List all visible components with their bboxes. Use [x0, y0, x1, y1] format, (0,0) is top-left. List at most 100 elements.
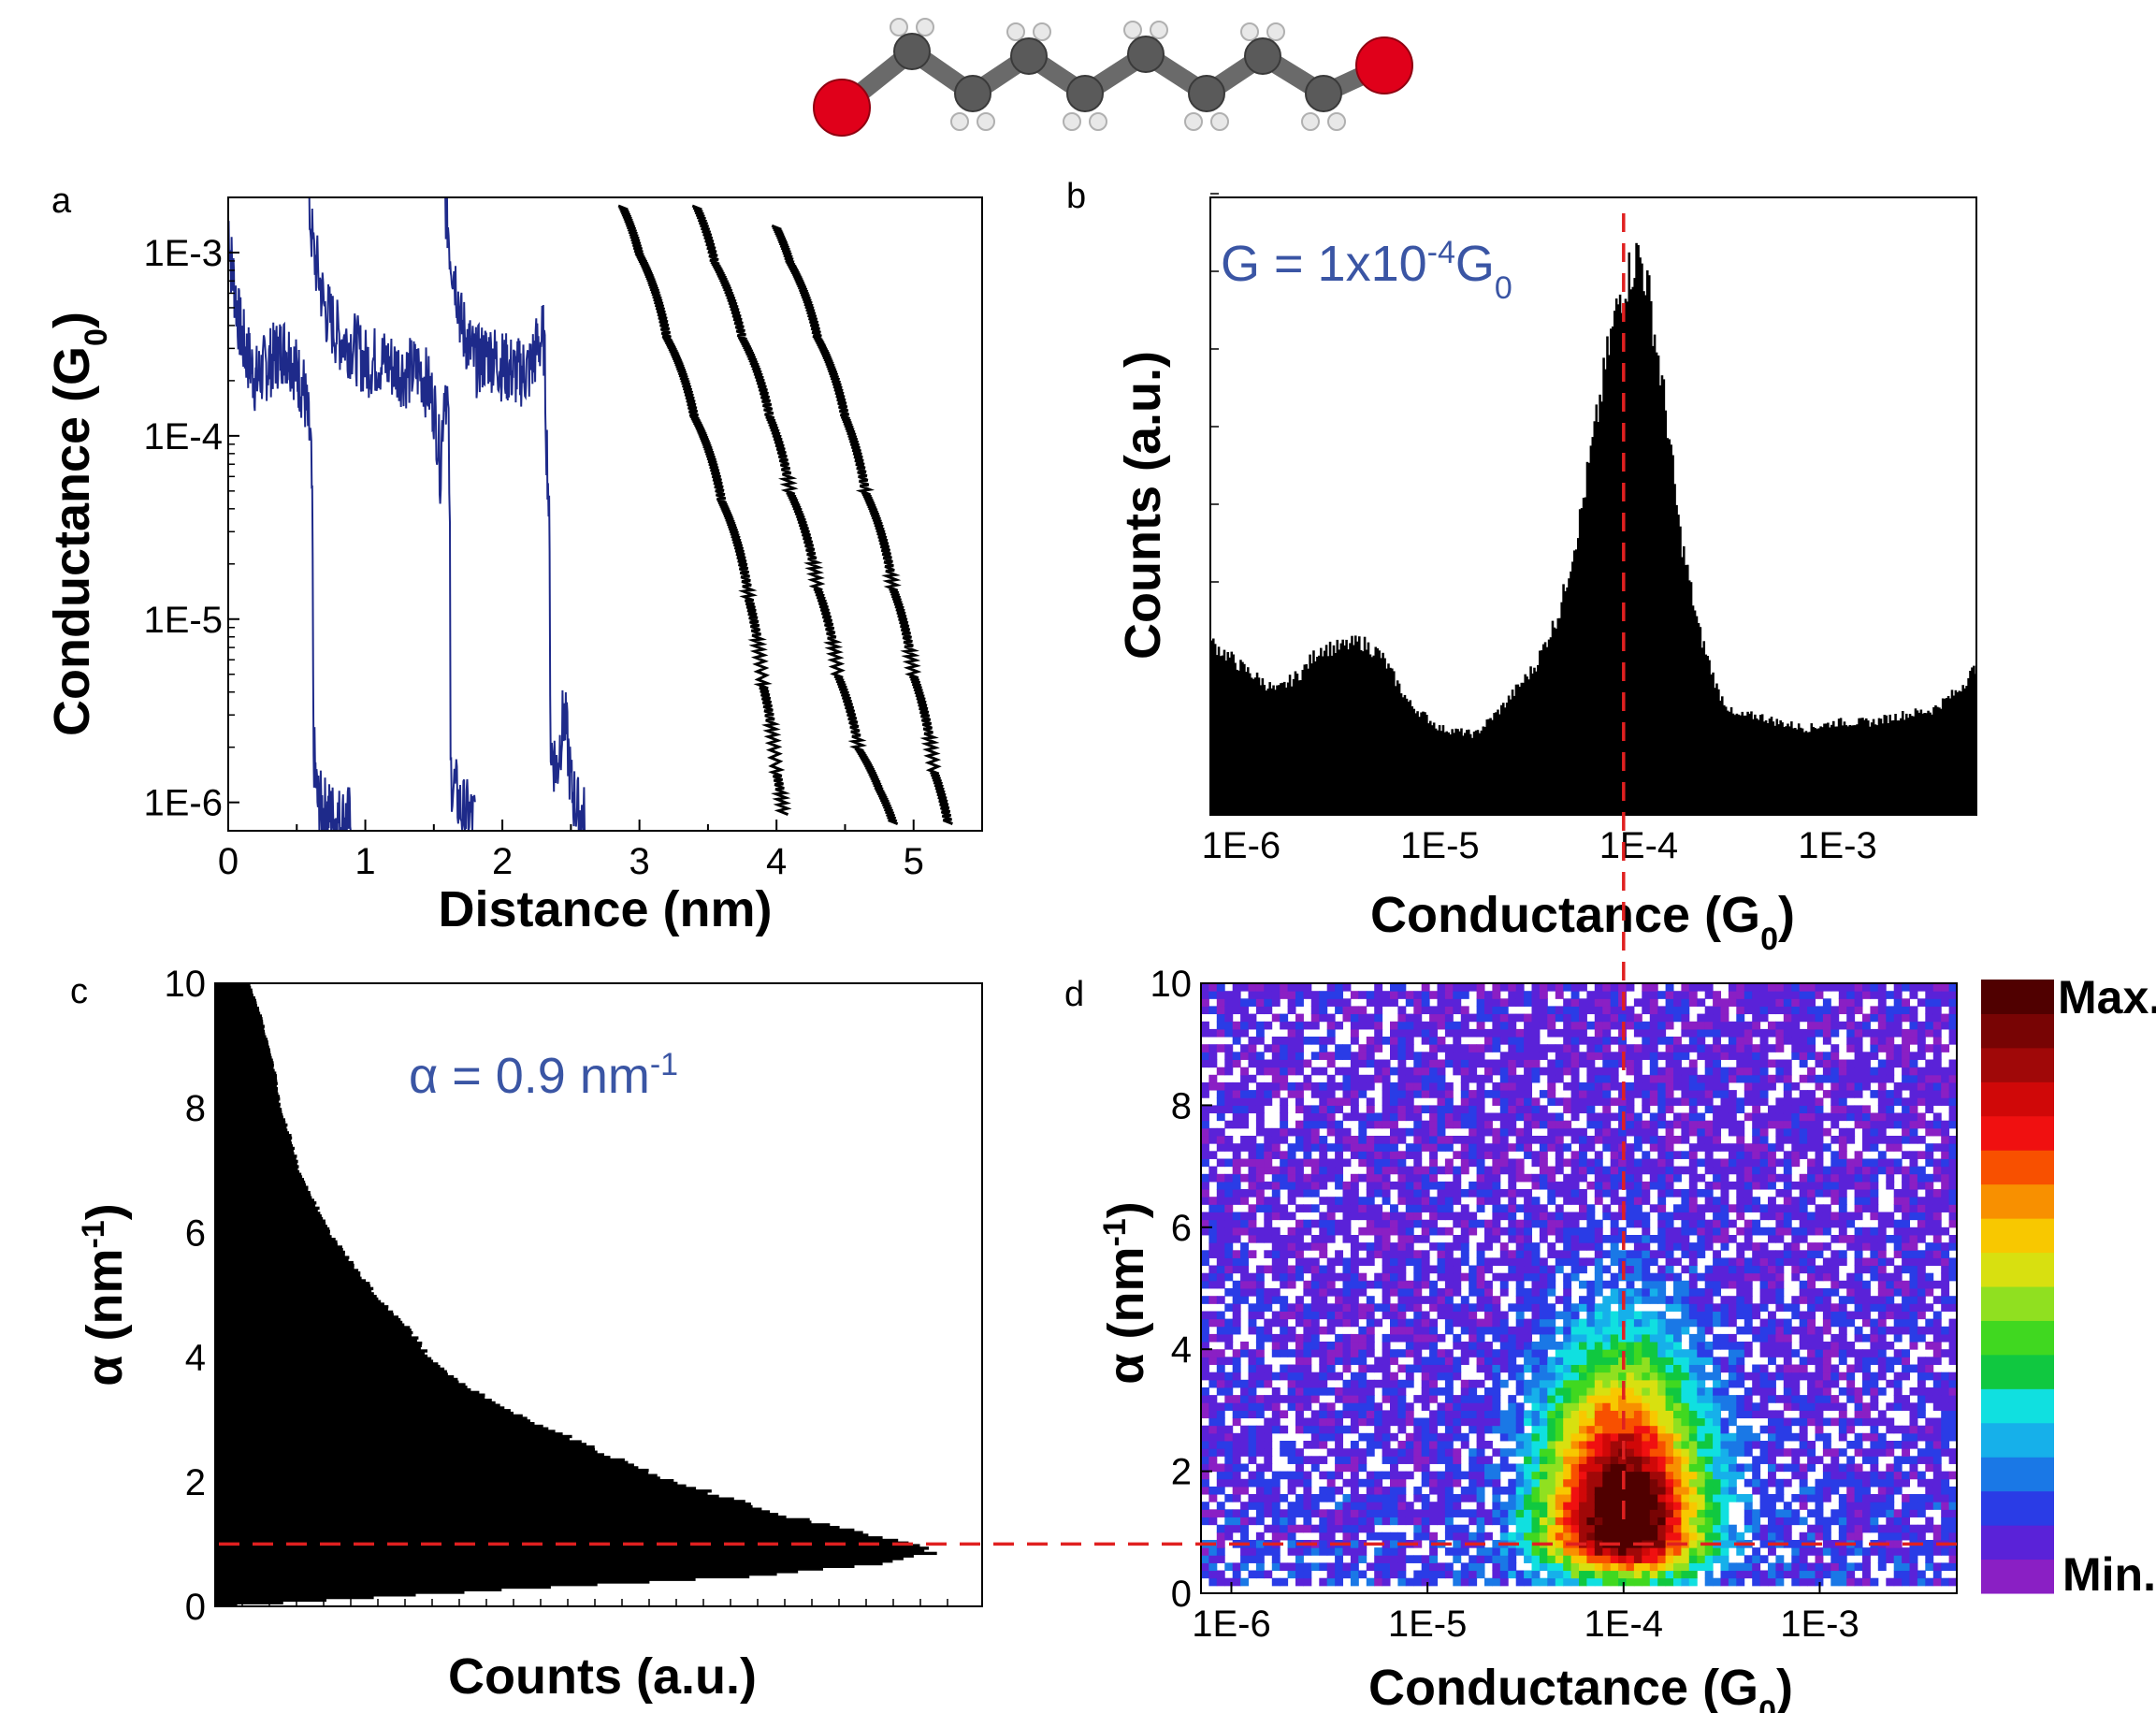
- heatmap-cell: [1280, 1021, 1289, 1030]
- heatmap-cell: [1216, 1173, 1225, 1183]
- heatmap-cell: [1405, 1517, 1414, 1526]
- heatmap-cell: [1586, 1402, 1596, 1411]
- histogram-bar: [1905, 713, 1908, 815]
- heatmap-cell: [1673, 1502, 1682, 1510]
- histogram-bar: [215, 1229, 330, 1233]
- heatmap-cell: [1602, 1303, 1612, 1312]
- heatmap-cell: [1366, 1387, 1375, 1396]
- heatmap-cell: [1264, 991, 1273, 999]
- heatmap-cell: [1382, 1242, 1391, 1251]
- heatmap-cell: [1310, 1318, 1320, 1328]
- heatmap-cell: [1264, 1181, 1273, 1190]
- histogram-bar: [1324, 645, 1328, 815]
- heatmap-cell: [1586, 1296, 1596, 1304]
- heatmap-cell: [1437, 1059, 1446, 1068]
- heatmap-cell: [1492, 1486, 1501, 1495]
- heatmap-cell: [1508, 1494, 1517, 1503]
- heatmap-cell: [1492, 998, 1501, 1007]
- histogram-bar: [1719, 700, 1722, 815]
- heatmap-cell: [1255, 1463, 1265, 1473]
- heatmap-cell: [1460, 1105, 1469, 1114]
- heatmap-cell: [1563, 1486, 1572, 1495]
- histogram-bar: [1549, 637, 1553, 815]
- heatmap-cell: [1335, 1432, 1344, 1442]
- heatmap-cell: [1547, 1532, 1556, 1541]
- heatmap-cell: [1610, 1242, 1619, 1251]
- heatmap-cell: [1201, 1021, 1209, 1030]
- heatmap-cell: [1310, 1547, 1320, 1556]
- heatmap-cell: [1508, 1044, 1517, 1052]
- heatmap-cell: [1421, 1577, 1430, 1587]
- heatmap-cell: [1524, 1441, 1533, 1449]
- heatmap-cell: [1303, 1364, 1312, 1373]
- heatmap-cell: [1626, 1120, 1635, 1129]
- heatmap-cell: [1460, 1136, 1469, 1144]
- heatmap-cell: [1469, 1379, 1478, 1388]
- heatmap-cell: [1555, 1517, 1564, 1526]
- heatmap-cell: [1397, 1052, 1407, 1060]
- heatmap-cell: [1499, 1105, 1509, 1114]
- heatmap-cell: [1524, 1540, 1533, 1548]
- heatmap-cell: [1626, 1562, 1635, 1572]
- heatmap-cell: [1484, 1532, 1493, 1541]
- heatmap-cell: [1350, 1173, 1359, 1183]
- heatmap-cell: [1397, 1326, 1407, 1335]
- heatmap-cell: [1287, 1333, 1296, 1343]
- histogram-bar: [1706, 656, 1709, 815]
- histogram-bar: [1906, 718, 1910, 815]
- histogram-bar: [215, 1305, 389, 1309]
- heatmap-cell: [1382, 1333, 1391, 1343]
- heatmap-cell: [1374, 1509, 1383, 1517]
- histogram-bar: [1338, 649, 1341, 815]
- heatmap-cell: [1429, 1143, 1439, 1152]
- heatmap-cell: [1240, 1410, 1250, 1419]
- heatmap-cell: [1570, 1555, 1580, 1563]
- heatmap-cell: [1405, 1044, 1414, 1052]
- heatmap-cell: [1508, 1532, 1517, 1541]
- heatmap-cell: [1633, 1379, 1642, 1388]
- heatmap-cell: [1469, 1044, 1478, 1052]
- heatmap-cell: [1642, 1333, 1651, 1343]
- heatmap-cell: [1626, 1509, 1635, 1517]
- heatmap-cell: [1633, 998, 1642, 1007]
- heatmap-cell: [1453, 1112, 1462, 1122]
- heatmap-cell: [1382, 1532, 1391, 1541]
- histogram-bar: [1762, 721, 1766, 815]
- histogram-bar: [215, 1503, 751, 1506]
- heatmap-cell: [1688, 1349, 1698, 1357]
- heatmap-cell: [1201, 1105, 1209, 1114]
- hydrogen-atom: [1266, 22, 1285, 41]
- heatmap-cell: [1429, 1127, 1439, 1137]
- histogram-bar: [1867, 720, 1870, 815]
- heatmap-cell: [1524, 1257, 1533, 1267]
- heatmap-cell: [1326, 1227, 1336, 1236]
- heatmap-cell: [1610, 983, 1619, 992]
- heatmap-cell: [1255, 1006, 1265, 1015]
- heatmap-cell: [1547, 1463, 1556, 1473]
- heatmap-cell: [1248, 1494, 1257, 1503]
- heatmap-cell: [1350, 1379, 1359, 1388]
- heatmap-cell: [1531, 1432, 1541, 1442]
- heatmap-cell: [1484, 1395, 1493, 1403]
- heatmap-cell: [1460, 991, 1469, 999]
- heatmap-cell: [1366, 1303, 1375, 1312]
- heatmap-cell: [1515, 1333, 1525, 1343]
- heatmap-cell: [1287, 1242, 1296, 1251]
- histogram-bar: [1328, 641, 1332, 815]
- heatmap-cell: [1524, 1417, 1533, 1427]
- heatmap-cell: [1469, 1417, 1478, 1427]
- heatmap-cell: [1594, 1120, 1603, 1129]
- heatmap-cell: [1697, 1471, 1706, 1480]
- histogram-bar: [1505, 703, 1509, 815]
- heatmap-cell: [1570, 1052, 1580, 1060]
- heatmap-cell: [1697, 1303, 1706, 1312]
- heatmap-cell: [1280, 1448, 1289, 1457]
- heatmap-cell: [1319, 1136, 1328, 1144]
- heatmap-cell: [1633, 1136, 1642, 1144]
- heatmap-cell: [1642, 1311, 1651, 1320]
- heatmap-cell: [1524, 1189, 1533, 1198]
- heatmap-cell: [1681, 1136, 1690, 1144]
- heatmap-cell: [1460, 1097, 1469, 1106]
- heatmap-cell: [1681, 1524, 1690, 1533]
- heatmap-cell: [1492, 1425, 1501, 1434]
